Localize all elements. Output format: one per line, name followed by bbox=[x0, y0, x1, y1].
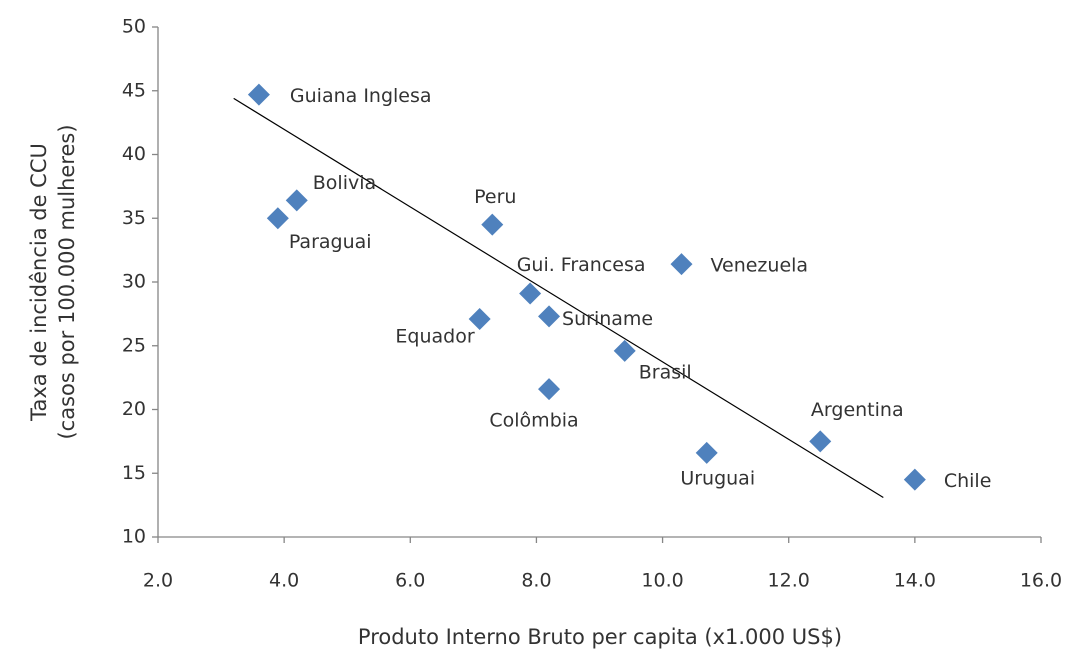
x-tick-label: 16.0 bbox=[1020, 570, 1062, 592]
point-label: Venezuela bbox=[710, 255, 808, 277]
point bbox=[247, 83, 270, 106]
y-tick-label: 15 bbox=[122, 462, 146, 484]
point bbox=[266, 207, 289, 230]
point bbox=[538, 305, 561, 328]
point-label: Argentina bbox=[811, 399, 904, 421]
x-tick-label: 14.0 bbox=[894, 570, 936, 592]
y-tick-label: 10 bbox=[122, 526, 146, 548]
point bbox=[285, 189, 308, 212]
y-axis-title-line: (casos por 100.000 mulheres) bbox=[55, 124, 79, 439]
point bbox=[538, 378, 561, 401]
point-label: Paraguai bbox=[289, 231, 372, 253]
y-axis-title-line: Taxa de incidência de CCU bbox=[27, 143, 51, 422]
y-tick-label: 50 bbox=[122, 16, 146, 38]
point bbox=[519, 282, 542, 305]
x-tick-label: 2.0 bbox=[143, 570, 173, 592]
point bbox=[481, 213, 504, 236]
point bbox=[670, 253, 693, 276]
point-label: Uruguai bbox=[680, 467, 755, 489]
y-tick-label: 35 bbox=[122, 207, 146, 229]
point-label: Equador bbox=[395, 325, 474, 347]
x-tick-label: 6.0 bbox=[395, 570, 425, 592]
x-tick-label: 12.0 bbox=[768, 570, 810, 592]
y-tick-label: 25 bbox=[122, 334, 146, 356]
point-label: Bolivia bbox=[313, 172, 376, 194]
y-tick-label: 20 bbox=[122, 398, 146, 420]
point-label: Guiana Inglesa bbox=[290, 85, 432, 107]
point bbox=[809, 430, 832, 453]
point-label: Gui. Francesa bbox=[517, 254, 646, 276]
point-label: Brasil bbox=[639, 361, 692, 383]
point bbox=[903, 468, 926, 491]
point bbox=[613, 339, 636, 362]
trendline bbox=[233, 97, 884, 498]
point bbox=[468, 307, 491, 330]
x-tick-label: 10.0 bbox=[641, 570, 683, 592]
x-tick-label: 4.0 bbox=[269, 570, 299, 592]
point-label: Peru bbox=[474, 186, 516, 208]
x-axis-title: Produto Interno Bruto per capita (x1.000… bbox=[358, 625, 842, 649]
x-tick-label: 8.0 bbox=[521, 570, 551, 592]
y-axis-title: Taxa de incidência de CCU (casos por 100… bbox=[27, 124, 79, 439]
point-label: Suriname bbox=[562, 308, 653, 330]
point-label: Colômbia bbox=[489, 410, 578, 432]
y-tick-label: 45 bbox=[122, 79, 146, 101]
point-label: Chile bbox=[944, 470, 992, 492]
y-tick-label: 30 bbox=[122, 271, 146, 293]
point bbox=[695, 441, 718, 464]
y-tick-label: 40 bbox=[122, 143, 146, 165]
